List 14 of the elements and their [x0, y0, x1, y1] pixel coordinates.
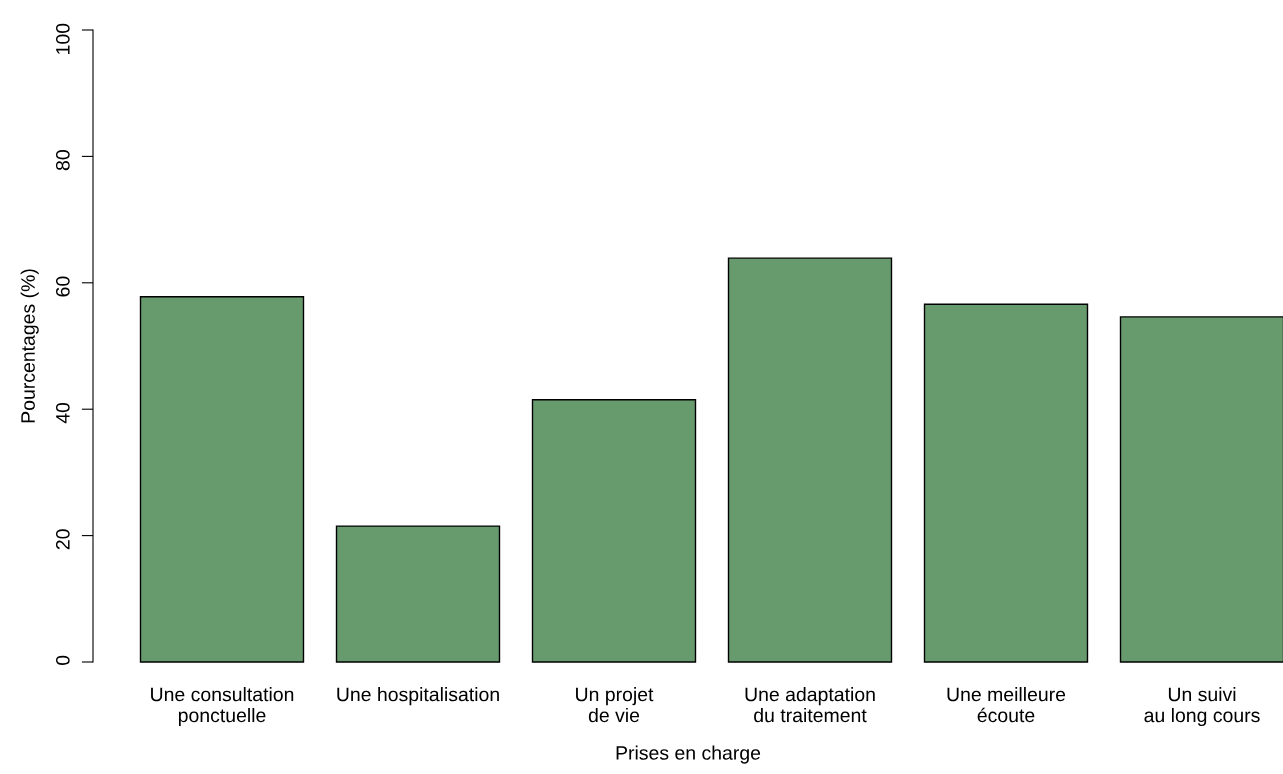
x-tick-label: Une hospitalisation	[337, 687, 499, 706]
y-tick-label: 0	[55, 655, 70, 666]
x-tick-label: Un suivi au long cours	[1144, 687, 1260, 727]
y-tick-label: 60	[55, 276, 70, 297]
y-tick-label: 100	[55, 23, 70, 54]
x-tick-label: Une adaptation du traitement	[745, 687, 875, 723]
y-tick-label: 80	[55, 150, 70, 171]
x-tick-label: Une meilleure écoute	[947, 687, 1066, 723]
x-tick-label: Une consultation ponctuelle	[151, 687, 294, 727]
y-axis-title: Pourcentages (%)	[20, 269, 39, 423]
x-axis-title: Prises en charge	[616, 745, 761, 764]
y-tick-label: 20	[55, 529, 70, 550]
y-tick-label: 40	[55, 402, 70, 424]
x-tick-label: Un projet de vie	[576, 687, 654, 723]
